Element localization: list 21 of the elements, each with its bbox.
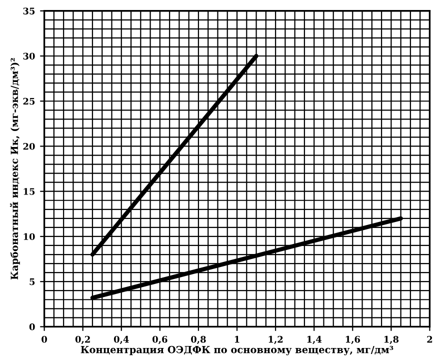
x-tick-label: 0,6	[152, 336, 168, 344]
x-tick-label: 1,6	[346, 336, 360, 344]
y-tick-label: 10	[24, 233, 35, 240]
x-tick-label: 1,2	[268, 336, 283, 344]
y-tick-label: 20	[23, 142, 35, 150]
y-axis-title: Карбонатный индекс Ик, (мг-экв/дм³)²	[10, 58, 20, 280]
x-tick-label: 0,8	[191, 336, 206, 344]
x-tick-label: 1	[234, 336, 240, 343]
x-tick-label: 1,4	[307, 336, 322, 344]
x-tick-label: 0	[42, 336, 48, 343]
x-tick-label: 0,4	[114, 336, 129, 344]
y-tick-label: 15	[24, 188, 35, 195]
y-tick-label: 0	[29, 323, 35, 330]
x-tick-label: 0,2	[75, 336, 90, 344]
x-axis-title: Концентрация ОЭДФК по основному веществу, мг/дм³	[80, 346, 394, 356]
y-tick-label: 30	[23, 52, 35, 60]
y-tick-label: 5	[30, 278, 35, 286]
y-tick-label: 25	[23, 98, 35, 105]
x-tick-label: 1,8	[384, 336, 399, 344]
x-tick-label: 2	[427, 336, 432, 343]
y-tick-label: 35	[23, 8, 35, 14]
